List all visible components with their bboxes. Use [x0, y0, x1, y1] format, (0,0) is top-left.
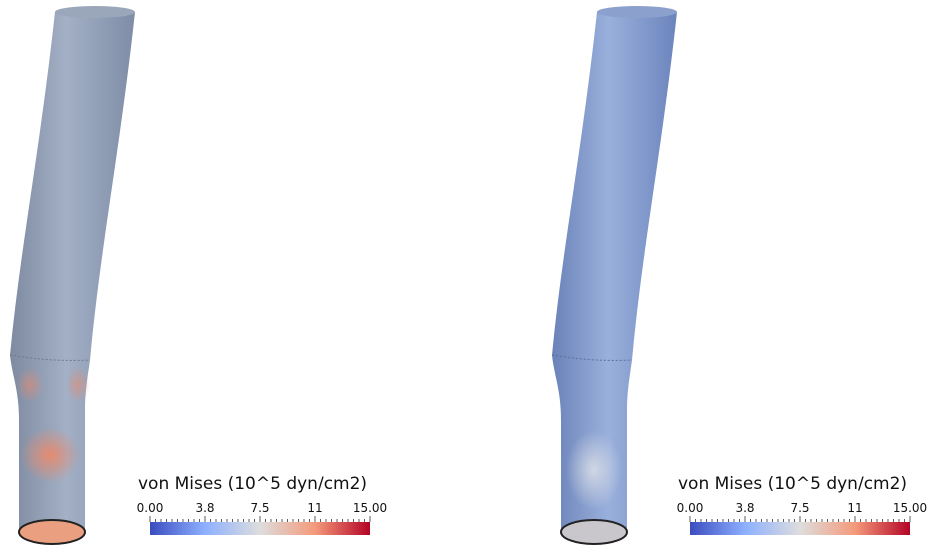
tube-right — [552, 6, 677, 544]
tick-label: 7.5 — [250, 501, 269, 515]
tick-label: 15.00 — [893, 501, 927, 515]
color-bar — [690, 522, 910, 535]
tick-label: 0.00 — [677, 501, 704, 515]
figure: von Mises (10^5 dyn/cm2) 0.00 3.8 7.5 11 15.0… — [0, 0, 933, 560]
tick-label: 15.00 — [353, 501, 387, 515]
tick-label: 3.8 — [735, 501, 754, 515]
tube-left — [10, 6, 135, 544]
color-legend: von Mises (10^5 dyn/cm2) 0.00 3.8 7.5 11 15.0… — [677, 474, 928, 535]
legend-title: von Mises (10^5 dyn/cm2) — [138, 474, 367, 494]
tick-label: 3.8 — [195, 501, 214, 515]
tick-label: 0.00 — [137, 501, 164, 515]
legend-title: von Mises (10^5 dyn/cm2) — [678, 474, 907, 494]
tick-label: 7.5 — [790, 501, 809, 515]
tick-label: 11 — [847, 501, 862, 515]
tick-label: 11 — [307, 501, 322, 515]
color-bar — [150, 522, 370, 535]
color-legend: von Mises (10^5 dyn/cm2) 0.00 3.8 7.5 11 15.0… — [137, 474, 388, 535]
